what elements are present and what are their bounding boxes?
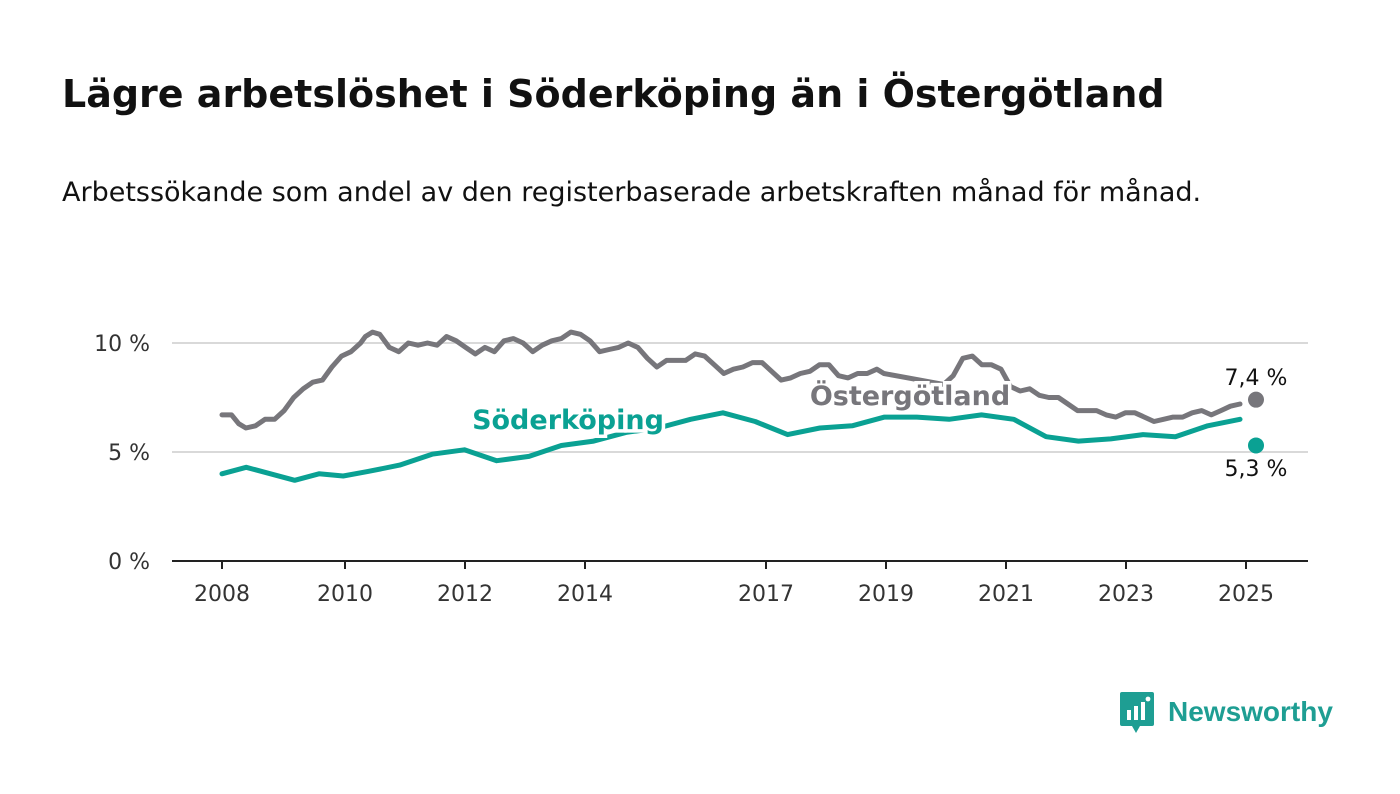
x-tick-label: 2021	[978, 582, 1034, 607]
chart-subtitle: Arbetssökande som andel av den registerb…	[62, 177, 1202, 208]
x-tick-label: 2017	[738, 582, 794, 607]
end-value-label: 5,3 %	[1225, 457, 1288, 482]
y-tick-label: 0 %	[108, 550, 150, 575]
x-tick-label: 2012	[437, 582, 493, 607]
y-tick-label: 5 %	[108, 441, 150, 466]
x-tick-label: 2019	[858, 582, 914, 607]
brand-name: Newsworthy	[1168, 696, 1333, 727]
series-line-ostergotland	[219, 329, 1243, 431]
y-tick-label: 10 %	[94, 332, 150, 357]
x-tick-label: 2010	[317, 582, 373, 607]
series-label-ostergotland: Östergötland	[810, 379, 1010, 412]
end-value-label: 7,4 %	[1225, 366, 1288, 391]
series-line-soderkoping	[219, 410, 1243, 483]
chart-title: Lägre arbetslöshet i Söderköping än i Ös…	[62, 72, 1165, 116]
newsworthy-icon	[1120, 692, 1154, 733]
x-tick-label: 2014	[557, 582, 613, 607]
newsworthy-logo: Newsworthy	[1118, 690, 1333, 734]
x-tick-label: 2008	[194, 582, 250, 607]
series-label-soderkoping: Söderköping	[472, 405, 664, 436]
x-tick-label: 2023	[1098, 582, 1154, 607]
end-point	[1248, 437, 1264, 454]
end-point	[1248, 391, 1264, 408]
x-tick-label: 2025	[1218, 582, 1274, 607]
